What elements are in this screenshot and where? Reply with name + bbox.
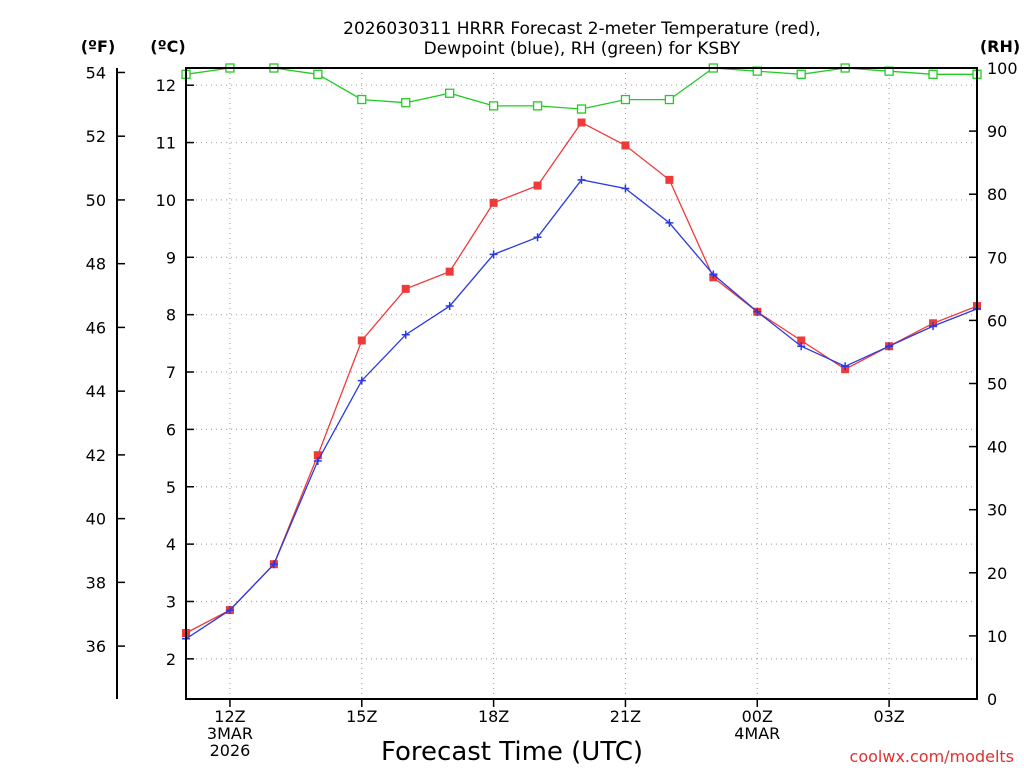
rh-tick-label-0: 0 [987,690,997,709]
rh-tick-label-1: 10 [987,627,1007,646]
temperature-point-8 [533,181,542,190]
dewpoint-point-6 [445,302,454,311]
rh-tick-label-7: 70 [987,248,1007,267]
temperature-point-14 [797,336,806,345]
fahrenheit-tick-label-8: 52 [86,127,106,146]
celsius-tick-label-7: 9 [166,248,176,267]
rh-point-11 [664,94,675,105]
celsius-tick-label-9: 11 [156,134,176,153]
dewpoint-point-5 [401,330,410,339]
rh-axis: 0 10 20 30 40 50 60 70 80 90 100 [969,59,1018,709]
fahrenheit-tick-label-1: 38 [86,573,106,592]
dewpoint-point-8 [533,233,542,242]
dewpoint-point-3 [313,456,322,465]
fahrenheit-tick-label-9: 54 [86,63,106,82]
dewpoint-point-12 [709,270,718,279]
x-tick-label-5: 03Z [873,707,904,726]
x-axis: 12Z 3MAR 2026 15Z 18Z 21Z 00Z 4MAR 03Z [207,699,905,760]
credit-text: coolwx.com/modelts [850,747,1014,766]
temperature-point-11 [665,175,674,184]
temperature-point-10 [621,141,630,150]
rh-point-6 [445,88,455,98]
celsius-tick-label-8: 10 [156,191,176,210]
chart-title-line-1: 2026030311 HRRR Forecast 2-meter Tempera… [343,19,821,39]
temperature-point-6 [445,267,454,276]
celsius-tick-label-2: 4 [166,535,176,554]
celsius-axis: 2 3 4 5 6 7 8 9 10 11 12 [156,76,194,669]
dewpoint-line [185,179,978,640]
fahrenheit-tick-label-6: 48 [86,255,106,274]
rh-tick-label-3: 30 [987,501,1007,520]
x-tick-label-4: 00Z 4MAR [734,707,780,743]
fahrenheit-tick-label-0: 36 [86,637,106,656]
rh-point-7 [488,101,499,111]
celsius-tick-label-4: 6 [166,420,176,439]
x-tick-label-1: 15Z [346,707,377,726]
rh-tick-label-5: 50 [987,375,1007,394]
fahrenheit-tick-label-2: 40 [86,510,106,529]
rh-tick-label-2: 20 [987,564,1007,583]
dewpoint-point-2 [269,560,278,569]
plot-frame [185,67,978,700]
x-tick-label-3: 21Z [610,707,641,726]
rh-point-3 [313,69,323,79]
chart-title-line-2: Dewpoint (blue), RH (green) for KSBY [424,39,741,59]
celsius-tick-label-1: 3 [166,592,176,611]
temperature-point-9 [577,118,586,127]
temperature-point-7 [489,198,498,207]
x-axis-label: Forecast Time (UTC) [381,737,643,767]
rh-point-17 [928,69,938,79]
fahrenheit-tick-label-7: 50 [86,191,106,210]
temperature-line [185,121,978,634]
dewpoint-point-7 [489,250,498,259]
chart-title: 2026030311 HRRR Forecast 2-meter Tempera… [343,19,821,59]
fahrenheit-tick-label-3: 42 [86,446,106,465]
dewpoint-point-9 [577,175,586,184]
dewpoint-point-17 [929,322,938,331]
dewpoint-point-11 [665,218,674,227]
rh-tick-label-10: 100 [987,59,1018,78]
dewpoint-point-13 [753,307,762,316]
dewpoint-point-4 [357,376,366,385]
celsius-tick-label-3: 5 [166,478,176,497]
temperature-point-5 [401,284,410,293]
dewpoint-point-14 [797,342,806,351]
fahrenheit-tick-label-5: 46 [86,318,106,337]
fahrenheit-tick-label-4: 44 [86,382,106,401]
rh-point-4 [357,94,367,105]
rh-tick-label-6: 60 [987,311,1007,330]
grid-lines [186,68,977,699]
fahrenheit-unit-label: (ºF) [81,37,116,56]
x-tick-label-2: 18Z [478,707,509,726]
dewpoint-point-15 [841,362,850,371]
rh-point-8 [532,101,543,111]
dewpoint-point-1 [225,606,234,615]
rh-tick-label-8: 80 [987,185,1007,204]
dewpoint-point-10 [621,184,630,193]
celsius-tick-label-10: 12 [156,76,176,95]
rh-line [185,67,977,110]
rh-point-10 [620,94,631,105]
rh-point-5 [401,98,411,108]
rh-point-9 [576,104,587,114]
rh-tick-label-9: 90 [987,122,1007,141]
series-layer [181,63,982,643]
x-tick-label-0: 12Z 3MAR 2026 [207,707,253,760]
rh-tick-label-4: 40 [987,438,1007,457]
temperature-point-4 [357,336,366,345]
rh-unit-label: (RH) [980,37,1020,56]
celsius-tick-label-0: 2 [166,650,176,669]
celsius-tick-label-5: 7 [166,363,176,382]
dewpoint-point-16 [885,342,894,351]
celsius-tick-label-6: 8 [166,306,176,325]
rh-point-14 [796,69,806,79]
celsius-unit-label: (ºC) [150,37,185,56]
temperature-point-3 [313,451,322,460]
fahrenheit-axis: 36 38 40 42 44 46 48 50 52 54 [86,63,125,699]
